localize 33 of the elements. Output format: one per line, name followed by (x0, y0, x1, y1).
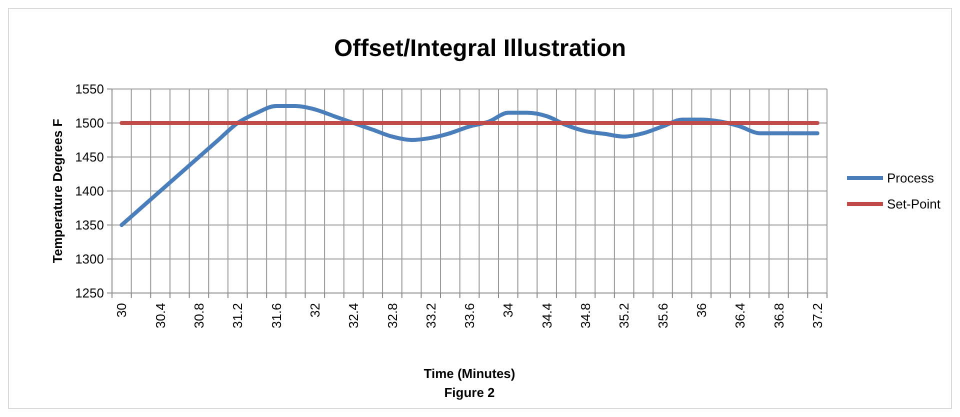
caption: Figure 2 (444, 385, 495, 400)
y-tick-label: 1550 (75, 82, 104, 97)
x-tick-label: 35.6 (655, 303, 670, 328)
y-axis-title: Temperature Degrees F (50, 118, 65, 264)
x-tick-label: 32.4 (346, 303, 362, 328)
y-tick-label: 1350 (75, 218, 104, 233)
y-tick-label: 1450 (75, 150, 104, 165)
y-tick-label: 1250 (75, 286, 104, 301)
x-tick-label: 34.4 (539, 303, 554, 328)
x-tick-label: 30.4 (152, 303, 168, 328)
x-tick-label: 31.6 (268, 303, 284, 328)
legend-label: Process (887, 170, 934, 186)
x-tick-label: 33.2 (423, 303, 438, 328)
x-tick-label: 31.2 (230, 303, 246, 328)
x-tick-label: 36.8 (771, 303, 786, 328)
x-tick-label: 30.8 (192, 303, 207, 328)
x-tick-label: 35.2 (616, 303, 632, 328)
line-series (120, 104, 820, 227)
x-tick-label: 34 (500, 303, 516, 318)
x-tick-label: 33.6 (462, 303, 478, 328)
x-tick-label: 34.8 (578, 303, 593, 328)
x-tick-label: 37.2 (810, 303, 825, 328)
x-axis-title: Time (Minutes) (424, 366, 516, 381)
x-tick-label: 32 (307, 303, 322, 318)
y-tick-label: 1300 (75, 252, 104, 267)
legend-label: Set-Point (887, 196, 941, 212)
x-tick-label: 36.4 (732, 303, 748, 328)
y-tick-label: 1500 (75, 116, 104, 131)
x-tick-label: 36 (694, 303, 709, 318)
x-tick-label: 30 (114, 303, 130, 318)
y-tick-label: 1400 (75, 184, 104, 199)
chart-title: Offset/Integral Illustration (334, 35, 626, 62)
x-tick-label: 32.8 (384, 303, 400, 328)
